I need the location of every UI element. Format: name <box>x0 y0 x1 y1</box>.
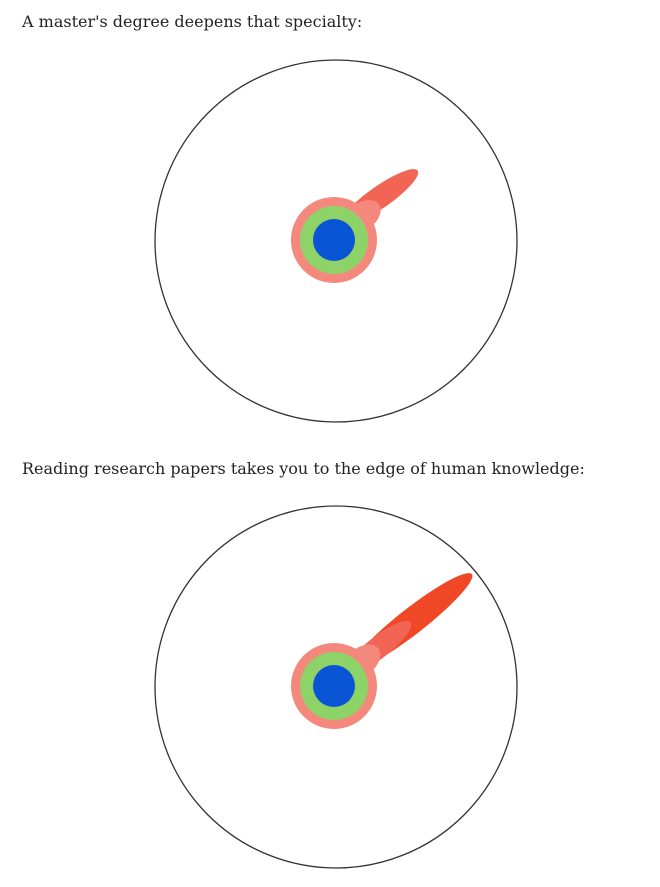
masters-diagram <box>150 57 522 429</box>
masters-diagram-svg <box>154 59 518 423</box>
papers-diagram <box>150 503 522 875</box>
human-knowledge-circle <box>154 505 518 869</box>
papers-caption: Reading research papers takes you to the… <box>22 459 585 478</box>
human-knowledge-circle <box>154 59 518 423</box>
masters-caption: A master's degree deepens that specialty… <box>22 12 363 31</box>
papers-diagram-svg <box>154 505 518 869</box>
elementary-core <box>313 219 355 261</box>
elementary-core <box>313 665 355 707</box>
